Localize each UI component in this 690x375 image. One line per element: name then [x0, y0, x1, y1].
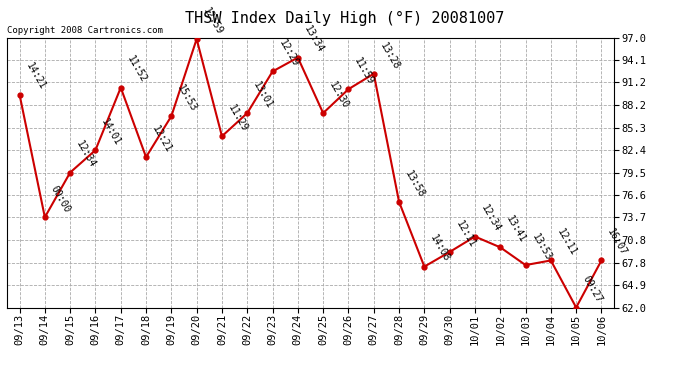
Text: 00:00: 00:00 — [49, 184, 72, 214]
Text: 12:29: 12:29 — [277, 38, 300, 69]
Text: 11:59: 11:59 — [353, 56, 376, 86]
Text: 15:53: 15:53 — [175, 83, 199, 113]
Text: 13:28: 13:28 — [378, 40, 402, 71]
Text: THSW Index Daily High (°F) 20081007: THSW Index Daily High (°F) 20081007 — [186, 11, 504, 26]
Text: 13:41: 13:41 — [504, 214, 528, 244]
Text: 13:58: 13:58 — [403, 169, 426, 199]
Text: 11:52: 11:52 — [125, 54, 148, 85]
Text: 12:34: 12:34 — [75, 139, 98, 170]
Text: Copyright 2008 Cartronics.com: Copyright 2008 Cartronics.com — [7, 26, 163, 35]
Text: 11:29: 11:29 — [226, 103, 250, 134]
Text: 13:01: 13:01 — [251, 80, 275, 110]
Text: 13:53: 13:53 — [530, 232, 553, 262]
Text: 13:34: 13:34 — [302, 24, 326, 55]
Text: 12:11: 12:11 — [555, 227, 578, 258]
Text: 12:34: 12:34 — [479, 203, 502, 234]
Text: 12:30: 12:30 — [327, 80, 351, 110]
Text: 14:01: 14:01 — [99, 117, 123, 147]
Text: 09:27: 09:27 — [580, 274, 604, 305]
Text: 16:07: 16:07 — [606, 227, 629, 258]
Text: 14:08: 14:08 — [428, 233, 452, 264]
Text: 12:11: 12:11 — [454, 219, 477, 249]
Text: 12:59: 12:59 — [201, 6, 224, 36]
Text: 12:21: 12:21 — [150, 124, 174, 154]
Text: 14:21: 14:21 — [23, 62, 47, 92]
